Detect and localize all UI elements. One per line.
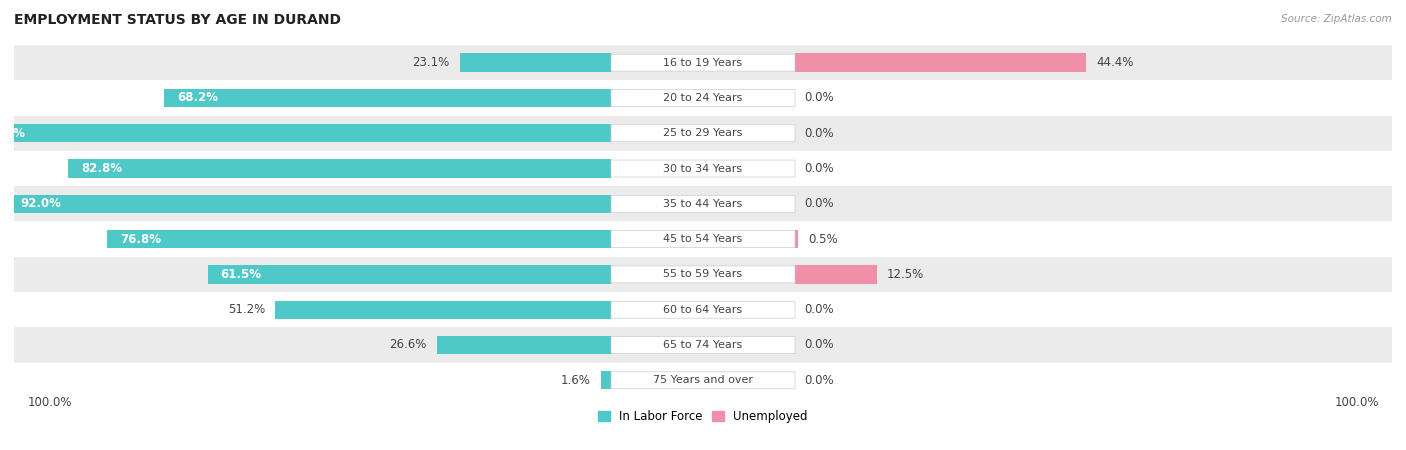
Text: 0.0%: 0.0% [804,91,834,104]
Text: 23.1%: 23.1% [412,56,450,69]
Legend: In Labor Force, Unemployed: In Labor Force, Unemployed [593,405,813,428]
Text: 61.5%: 61.5% [221,268,262,281]
Text: 0.0%: 0.0% [804,374,834,387]
Bar [794,230,799,248]
Bar [14,257,1392,292]
FancyBboxPatch shape [612,372,794,389]
Bar [14,45,1392,80]
Text: 68.2%: 68.2% [177,91,218,104]
Bar [14,327,1392,363]
Text: 30 to 34 Years: 30 to 34 Years [664,163,742,174]
FancyBboxPatch shape [612,90,794,106]
FancyBboxPatch shape [612,54,794,71]
Bar [794,54,1087,72]
Text: 0.0%: 0.0% [804,162,834,175]
Bar [107,230,612,248]
Text: 0.5%: 0.5% [808,233,838,246]
Text: Source: ZipAtlas.com: Source: ZipAtlas.com [1281,14,1392,23]
Bar [163,89,612,107]
Text: 26.6%: 26.6% [389,338,427,351]
Bar [14,186,1392,221]
FancyBboxPatch shape [612,301,794,318]
Text: 16 to 19 Years: 16 to 19 Years [664,58,742,68]
Text: 65 to 74 Years: 65 to 74 Years [664,340,742,350]
Text: 76.8%: 76.8% [121,233,162,246]
Text: 0.0%: 0.0% [804,197,834,210]
Text: 100.0%: 100.0% [27,396,72,409]
Text: 75 Years and over: 75 Years and over [652,375,754,385]
Text: 82.8%: 82.8% [82,162,122,175]
Text: 0.0%: 0.0% [804,338,834,351]
Text: 60 to 64 Years: 60 to 64 Years [664,305,742,315]
Text: 100.0%: 100.0% [1334,396,1379,409]
Text: 92.0%: 92.0% [21,197,62,210]
Bar [14,116,1392,151]
Text: 97.5%: 97.5% [0,127,25,140]
Text: 20 to 24 Years: 20 to 24 Years [664,93,742,103]
Text: 25 to 29 Years: 25 to 29 Years [664,128,742,138]
Bar [794,265,877,284]
FancyBboxPatch shape [612,195,794,212]
FancyBboxPatch shape [612,125,794,142]
Text: EMPLOYMENT STATUS BY AGE IN DURAND: EMPLOYMENT STATUS BY AGE IN DURAND [14,14,342,27]
Text: 12.5%: 12.5% [887,268,924,281]
Text: 0.0%: 0.0% [804,303,834,316]
Text: 44.4%: 44.4% [1097,56,1133,69]
Text: 1.6%: 1.6% [561,374,591,387]
Text: 0.0%: 0.0% [804,127,834,140]
FancyBboxPatch shape [612,266,794,283]
Bar [437,336,612,354]
Bar [7,195,612,213]
Bar [460,54,612,72]
Text: 51.2%: 51.2% [228,303,266,316]
Bar [67,159,612,178]
FancyBboxPatch shape [612,337,794,353]
Text: 35 to 44 Years: 35 to 44 Years [664,199,742,209]
FancyBboxPatch shape [612,231,794,248]
Bar [0,124,612,142]
FancyBboxPatch shape [612,160,794,177]
Bar [600,371,612,389]
Text: 45 to 54 Years: 45 to 54 Years [664,234,742,244]
Bar [276,301,612,319]
Text: 55 to 59 Years: 55 to 59 Years [664,270,742,279]
Bar [208,265,612,284]
